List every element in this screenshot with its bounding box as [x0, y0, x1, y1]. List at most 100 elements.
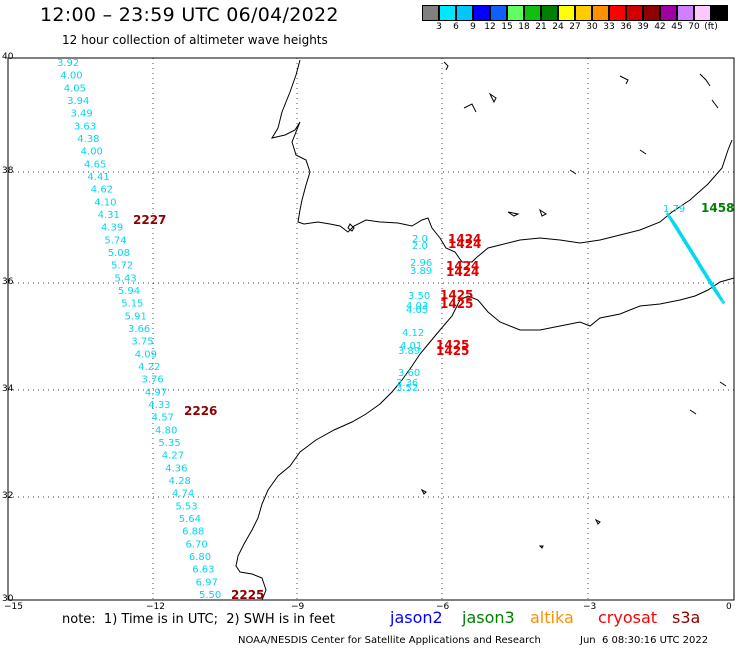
color-swatch [439, 5, 456, 21]
swh-value: 4.05 [406, 305, 428, 316]
swh-value: 2.0 [412, 241, 428, 252]
color-scale-label: 27 [569, 22, 581, 32]
swh-value: 3.92 [57, 58, 79, 69]
longitude-label: −9 [291, 602, 305, 612]
med-track-markers [665, 212, 726, 305]
color-scale-label: 42 [654, 22, 666, 32]
swh-value: 3.49 [71, 109, 93, 120]
color-swatch [541, 5, 558, 21]
track-time-label: 1424 [448, 232, 481, 246]
swh-mark [713, 289, 726, 305]
generated-timestamp: Jun 6 08:30:16 UTC 2022 [580, 635, 709, 646]
legend-item: altika [530, 608, 574, 627]
swh-value: 4.01 [400, 341, 422, 352]
color-swatch [558, 5, 575, 21]
swh-value: 4.27 [162, 451, 184, 462]
swh-value: 5.50 [199, 590, 221, 601]
color-swatch [626, 5, 643, 21]
color-swatch [473, 5, 490, 21]
swh-value: 4.00 [81, 147, 103, 158]
color-scale-label: 36 [620, 22, 632, 32]
swh-value: 4.97 [145, 387, 167, 398]
swh-value: 5.53 [175, 501, 197, 512]
swh-value: 4.28 [169, 476, 191, 487]
swh-value: 4.12 [402, 328, 424, 339]
longitude-label: −3 [583, 602, 597, 612]
swh-value: 5.74 [104, 235, 126, 246]
track-time-label: 1425 [436, 344, 469, 358]
track-time-label: 1424 [446, 265, 479, 279]
color-scale-label: 21 [535, 22, 547, 32]
color-scale-label: 39 [637, 22, 649, 32]
color-swatch [456, 5, 473, 21]
color-swatch [677, 5, 694, 21]
swh-value: 4.22 [138, 362, 160, 373]
swh-value: 4.10 [94, 197, 116, 208]
longitude-label: −6 [436, 602, 450, 612]
swh-value: 6.80 [189, 552, 211, 563]
latitude-label: 34 [2, 384, 14, 394]
swh-value: 3.52 [396, 383, 418, 394]
color-swatch [609, 5, 626, 21]
swh-value: 4.09 [135, 349, 157, 360]
color-swatch [524, 5, 541, 21]
swh-value: 5.64 [179, 514, 201, 525]
swh-value: 4.36 [165, 463, 187, 474]
swh-value: 4.39 [101, 223, 123, 234]
color-swatch [422, 5, 439, 21]
map-subtitle: 12 hour collection of altimeter wave hei… [62, 33, 328, 47]
plot-frame [7, 57, 735, 601]
swh-value: 4.65 [84, 159, 106, 170]
swh-value: 4.31 [98, 210, 120, 221]
legend-item: cryosat [598, 608, 658, 627]
credit-line: NOAA/NESDIS Center for Satellite Applica… [238, 635, 541, 646]
swh-value: 5.94 [118, 286, 140, 297]
swh-value: 3.36 [396, 378, 418, 389]
latitude-label: 40 [2, 52, 14, 62]
swh-value: 3.94 [67, 96, 89, 107]
swh-value: 4.38 [77, 134, 99, 145]
swh-value: 3.89 [410, 266, 432, 277]
color-scale-label: 6 [453, 22, 459, 32]
swh-value: 4.74 [172, 489, 194, 500]
track-time-label: 2225 [231, 588, 264, 602]
swh-value: 5.15 [121, 299, 143, 310]
color-scale-label: 45 [671, 22, 683, 32]
swh-value: 4.41 [87, 172, 109, 183]
track-time-label: 1424 [448, 237, 481, 251]
track-time-label: 1425 [440, 297, 473, 311]
color-scale-label: 12 [484, 22, 496, 32]
color-scale-label: 30 [586, 22, 598, 32]
swh-value: 4.80 [155, 425, 177, 436]
legend-item: s3a [672, 608, 701, 627]
latitude-label: 32 [2, 491, 14, 501]
track-time-label: 2226 [184, 404, 217, 418]
color-swatch [592, 5, 609, 21]
swh-value: 6.63 [192, 565, 214, 576]
graticule [8, 58, 734, 600]
color-swatch [575, 5, 592, 21]
swh-value: 5.08 [108, 248, 130, 259]
color-swatch [694, 5, 711, 21]
swh-value: 3.89 [398, 346, 420, 357]
swh-value: 3.50 [408, 291, 430, 302]
legend-item: jason3 [462, 608, 515, 627]
track-time-label: 1458 [701, 201, 734, 215]
color-swatch [507, 5, 524, 21]
color-scale-label: 70 [688, 22, 700, 32]
swh-value: 2.0 [412, 234, 428, 245]
longitude-label: 0 [726, 602, 732, 612]
latitude-label: 38 [2, 166, 14, 176]
color-scale-label: 15 [501, 22, 513, 32]
swh-value: 2.96 [410, 258, 432, 269]
swh-value: 4.33 [148, 400, 170, 411]
swh-value: 4.00 [60, 71, 82, 82]
color-swatch [643, 5, 660, 21]
color-swatch [490, 5, 507, 21]
color-scale-label: 33 [603, 22, 615, 32]
swh-value: 3.66 [128, 324, 150, 335]
swh-value: 6.88 [182, 527, 204, 538]
swh-value: 5.35 [158, 438, 180, 449]
color-swatch [711, 5, 728, 21]
